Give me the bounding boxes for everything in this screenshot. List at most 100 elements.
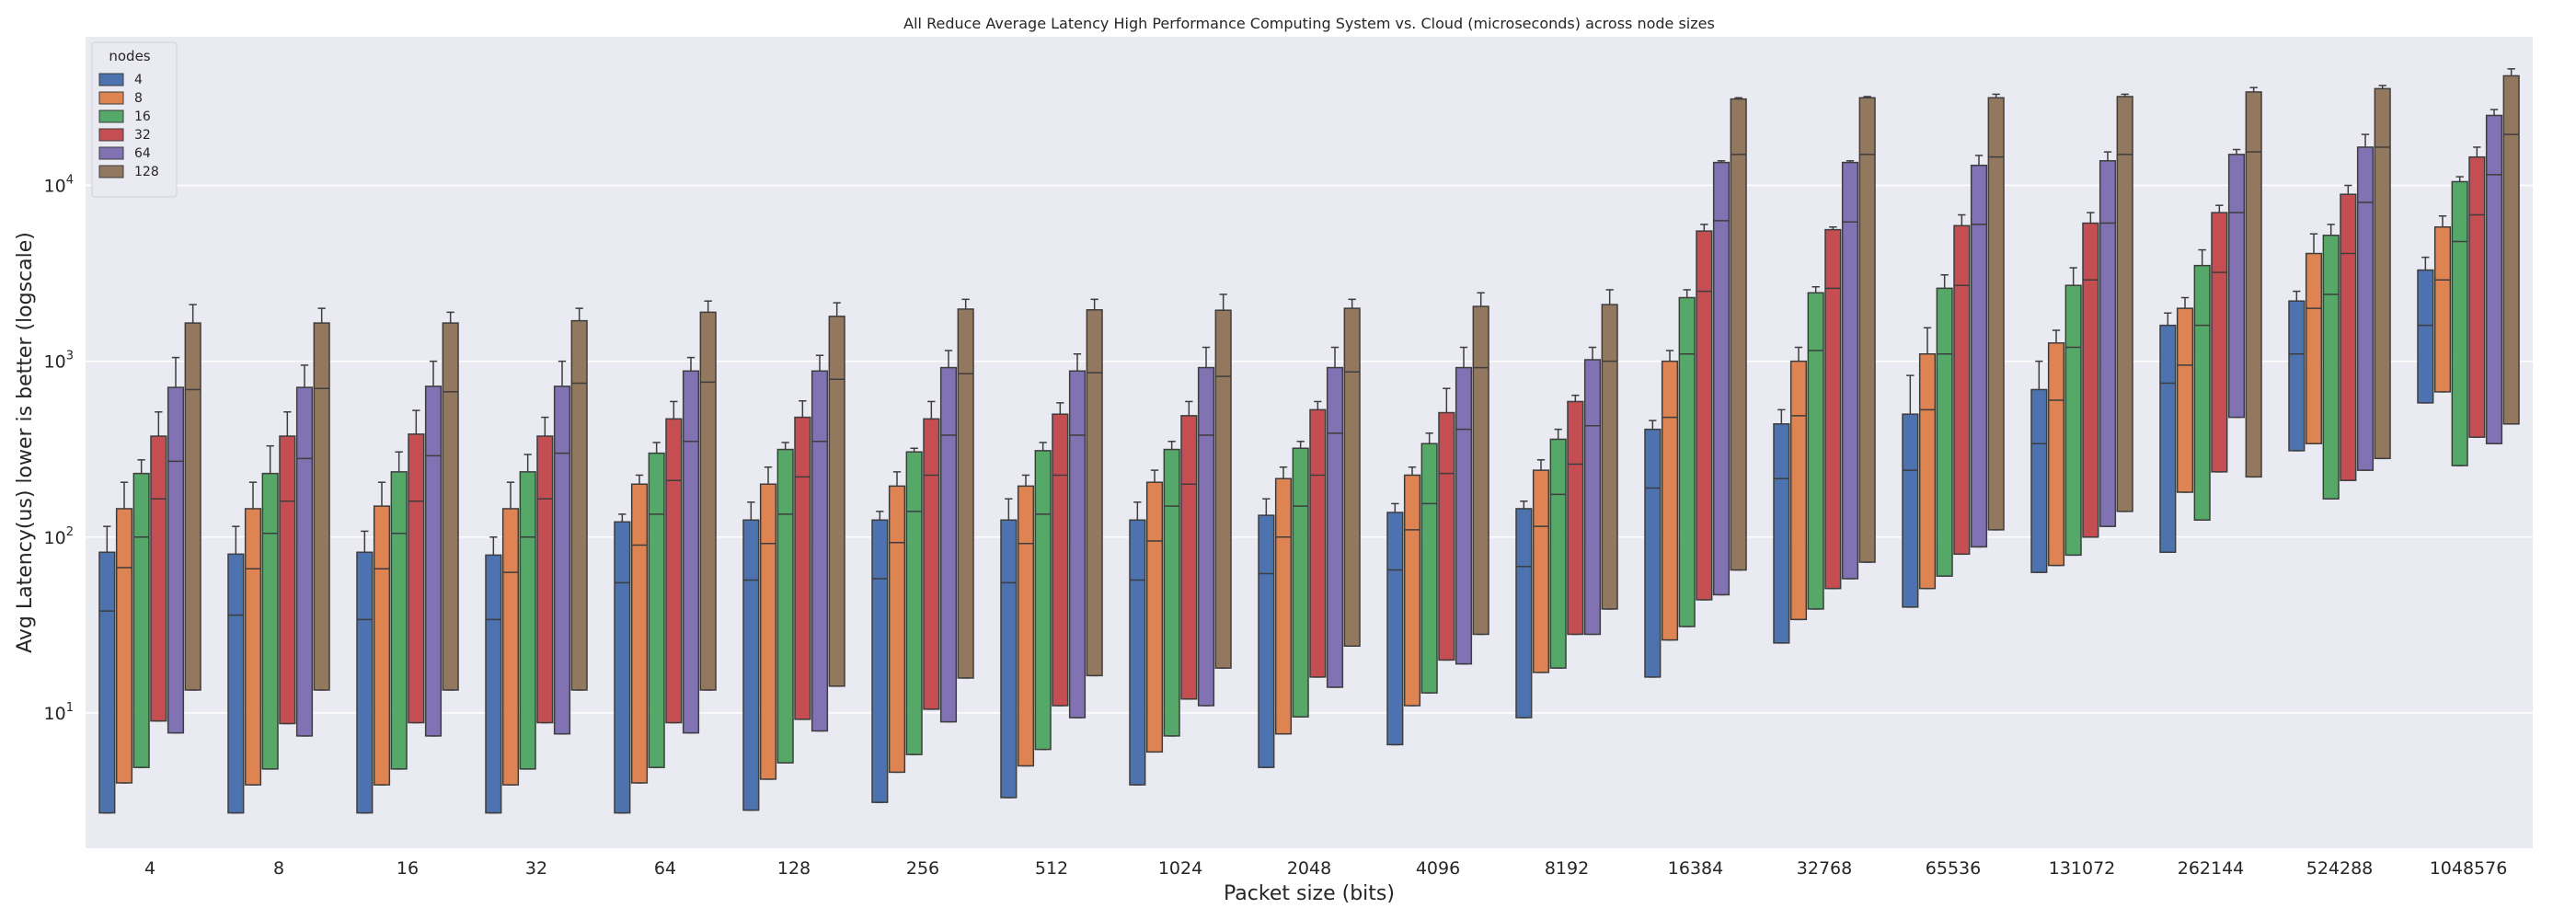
box-mark <box>279 410 296 725</box>
box-body <box>295 386 314 737</box>
box-mark <box>1420 432 1438 694</box>
box-mark <box>2193 248 2211 522</box>
box-mark <box>2417 256 2434 404</box>
box-body <box>536 435 554 724</box>
box-body <box>1549 438 1567 669</box>
box-mark <box>2176 296 2194 493</box>
box-body <box>1807 292 1824 610</box>
box-body <box>261 472 279 770</box>
box-body <box>957 308 974 679</box>
x-tick-label: 16 <box>397 858 419 879</box>
box-body <box>1292 447 1309 718</box>
box-body <box>1214 309 1232 669</box>
box-mark <box>1824 225 1842 590</box>
box-body <box>1258 514 1275 768</box>
box-mark <box>227 525 245 814</box>
box-mark <box>1858 96 1876 563</box>
box-body <box>630 483 649 784</box>
box-mark <box>888 471 906 774</box>
box-mark <box>1455 346 1473 665</box>
box-body <box>699 311 717 691</box>
box-body <box>356 551 374 814</box>
box-mark <box>2227 148 2246 419</box>
x-tick-label: 65536 <box>1926 858 1981 879</box>
box-mark <box>1145 469 1164 753</box>
box-mark <box>1274 466 1293 735</box>
box-body <box>553 385 571 735</box>
x-tick-label: 8192 <box>1545 858 1589 879</box>
box-body <box>2340 193 2357 481</box>
box-mark <box>1583 346 1602 636</box>
box-body <box>2502 75 2520 425</box>
box-body <box>2374 87 2391 460</box>
box-body <box>570 319 588 691</box>
box-mark <box>2064 267 2082 557</box>
box-mark <box>1052 402 1069 707</box>
box-body <box>408 433 425 724</box>
box-mark <box>1000 498 1018 799</box>
x-axis-label: Packet size (bits) <box>1224 882 1395 905</box>
box-series <box>98 68 2520 814</box>
box-body <box>1902 413 1919 608</box>
box-body <box>742 519 760 811</box>
box-body <box>1403 474 1421 707</box>
box-body <box>794 416 811 720</box>
box-body <box>1086 309 1103 677</box>
box-mark <box>1309 400 1327 678</box>
x-tick-label: 131072 <box>2049 858 2116 879</box>
box-mark <box>2305 233 2323 444</box>
box-mark <box>132 459 150 768</box>
box-mark <box>1515 500 1533 719</box>
box-mark <box>2451 176 2468 466</box>
box-body <box>2211 212 2228 473</box>
box-body <box>2176 307 2194 493</box>
x-tick-label: 1048576 <box>2430 858 2508 879</box>
box-body <box>1583 359 1602 636</box>
box-body <box>2417 269 2434 404</box>
box-body <box>665 418 683 724</box>
box-mark <box>150 410 167 722</box>
box-body <box>1017 485 1035 767</box>
box-mark <box>1936 273 1953 577</box>
box-mark <box>184 304 201 691</box>
box-mark <box>536 416 554 724</box>
x-tick-label: 2048 <box>1287 858 1331 879</box>
box-body <box>2322 235 2340 500</box>
box-mark <box>1163 441 1180 737</box>
box-mark <box>2030 360 2048 573</box>
box-body <box>115 508 133 784</box>
box-mark <box>485 536 502 814</box>
x-axis-ticks: 4 8 16 32 64 128 256 512 1024 2048 4096 8192 16384 32… <box>144 858 2507 879</box>
box-body <box>648 452 665 768</box>
box-mark <box>2047 329 2065 567</box>
box-body <box>1644 428 1662 678</box>
legend-swatch <box>98 91 124 105</box>
box-mark <box>1644 420 1662 678</box>
box-mark <box>1403 466 1421 707</box>
box-body <box>1789 360 1808 621</box>
box-mark <box>1180 400 1198 700</box>
box-mark <box>828 302 845 687</box>
box-body <box>1274 477 1293 735</box>
box-body <box>2485 114 2503 444</box>
box-mark <box>614 513 631 814</box>
box-mark <box>2288 290 2306 452</box>
box-mark <box>1549 428 1567 669</box>
box-body <box>2064 284 2082 557</box>
box-body <box>2245 91 2262 478</box>
box-mark <box>570 307 588 691</box>
box-mark <box>2374 85 2391 460</box>
box-mark <box>1712 160 1731 596</box>
box-body <box>1532 469 1550 673</box>
box-mark <box>313 307 330 691</box>
box-body <box>2433 225 2452 393</box>
box-body <box>227 553 245 814</box>
box-mark <box>957 298 974 679</box>
legend-label: 128 <box>134 165 159 179</box>
box-body <box>2356 146 2375 471</box>
legend-swatch <box>98 146 124 160</box>
box-body <box>1918 352 1937 590</box>
box-mark <box>1730 97 1747 571</box>
box-mark <box>2340 184 2357 481</box>
box-mark <box>1696 224 1713 601</box>
